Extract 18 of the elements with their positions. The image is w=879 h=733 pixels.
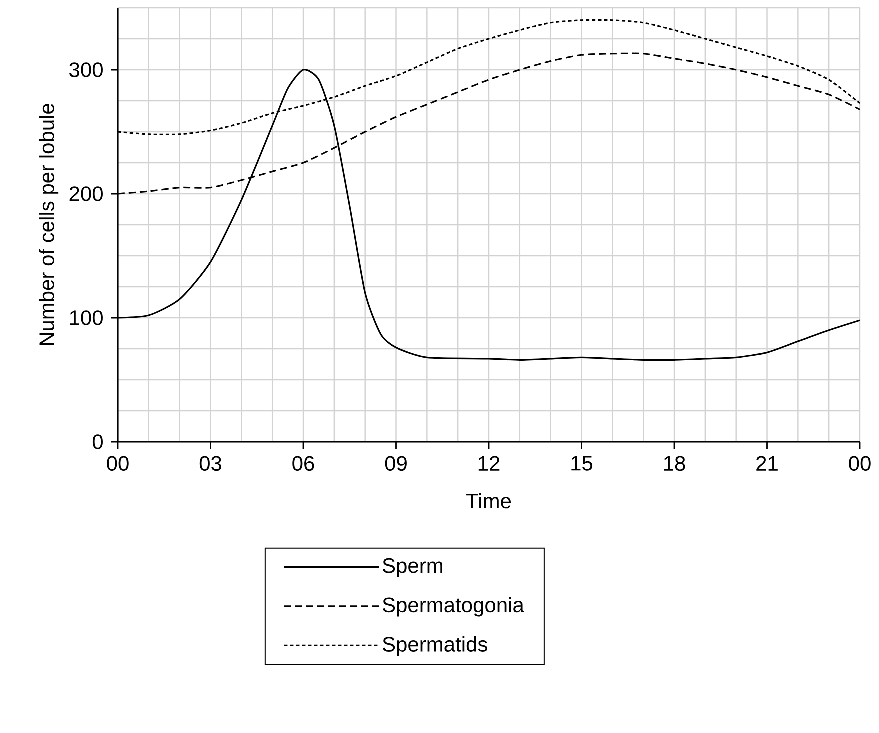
- y-axis-title: Number of cells per lobule: [38, 104, 59, 346]
- x-tick-label: 06: [292, 456, 314, 472]
- x-tick-label: 15: [572, 456, 593, 471]
- legend-label: Sperm: [382, 558, 442, 578]
- legend-label: Spermatogonia: [382, 597, 524, 617]
- x-tick-label: 00: [849, 456, 871, 472]
- legend-label: Spermatids: [382, 636, 488, 656]
- x-tick-label: 18: [664, 456, 686, 472]
- y-tick-label: 300: [70, 62, 103, 78]
- y-tick-label: 100: [70, 310, 103, 326]
- x-tick-label: 00: [107, 456, 129, 472]
- y-tick-label: 0: [92, 434, 103, 450]
- x-tick-label: 09: [385, 456, 407, 472]
- y-tick-label: 200: [70, 186, 103, 202]
- x-axis-title: Time: [466, 493, 512, 509]
- x-tick-label: 03: [200, 456, 222, 472]
- x-tick-label: 12: [478, 456, 500, 471]
- x-tick-label: 21: [756, 456, 778, 471]
